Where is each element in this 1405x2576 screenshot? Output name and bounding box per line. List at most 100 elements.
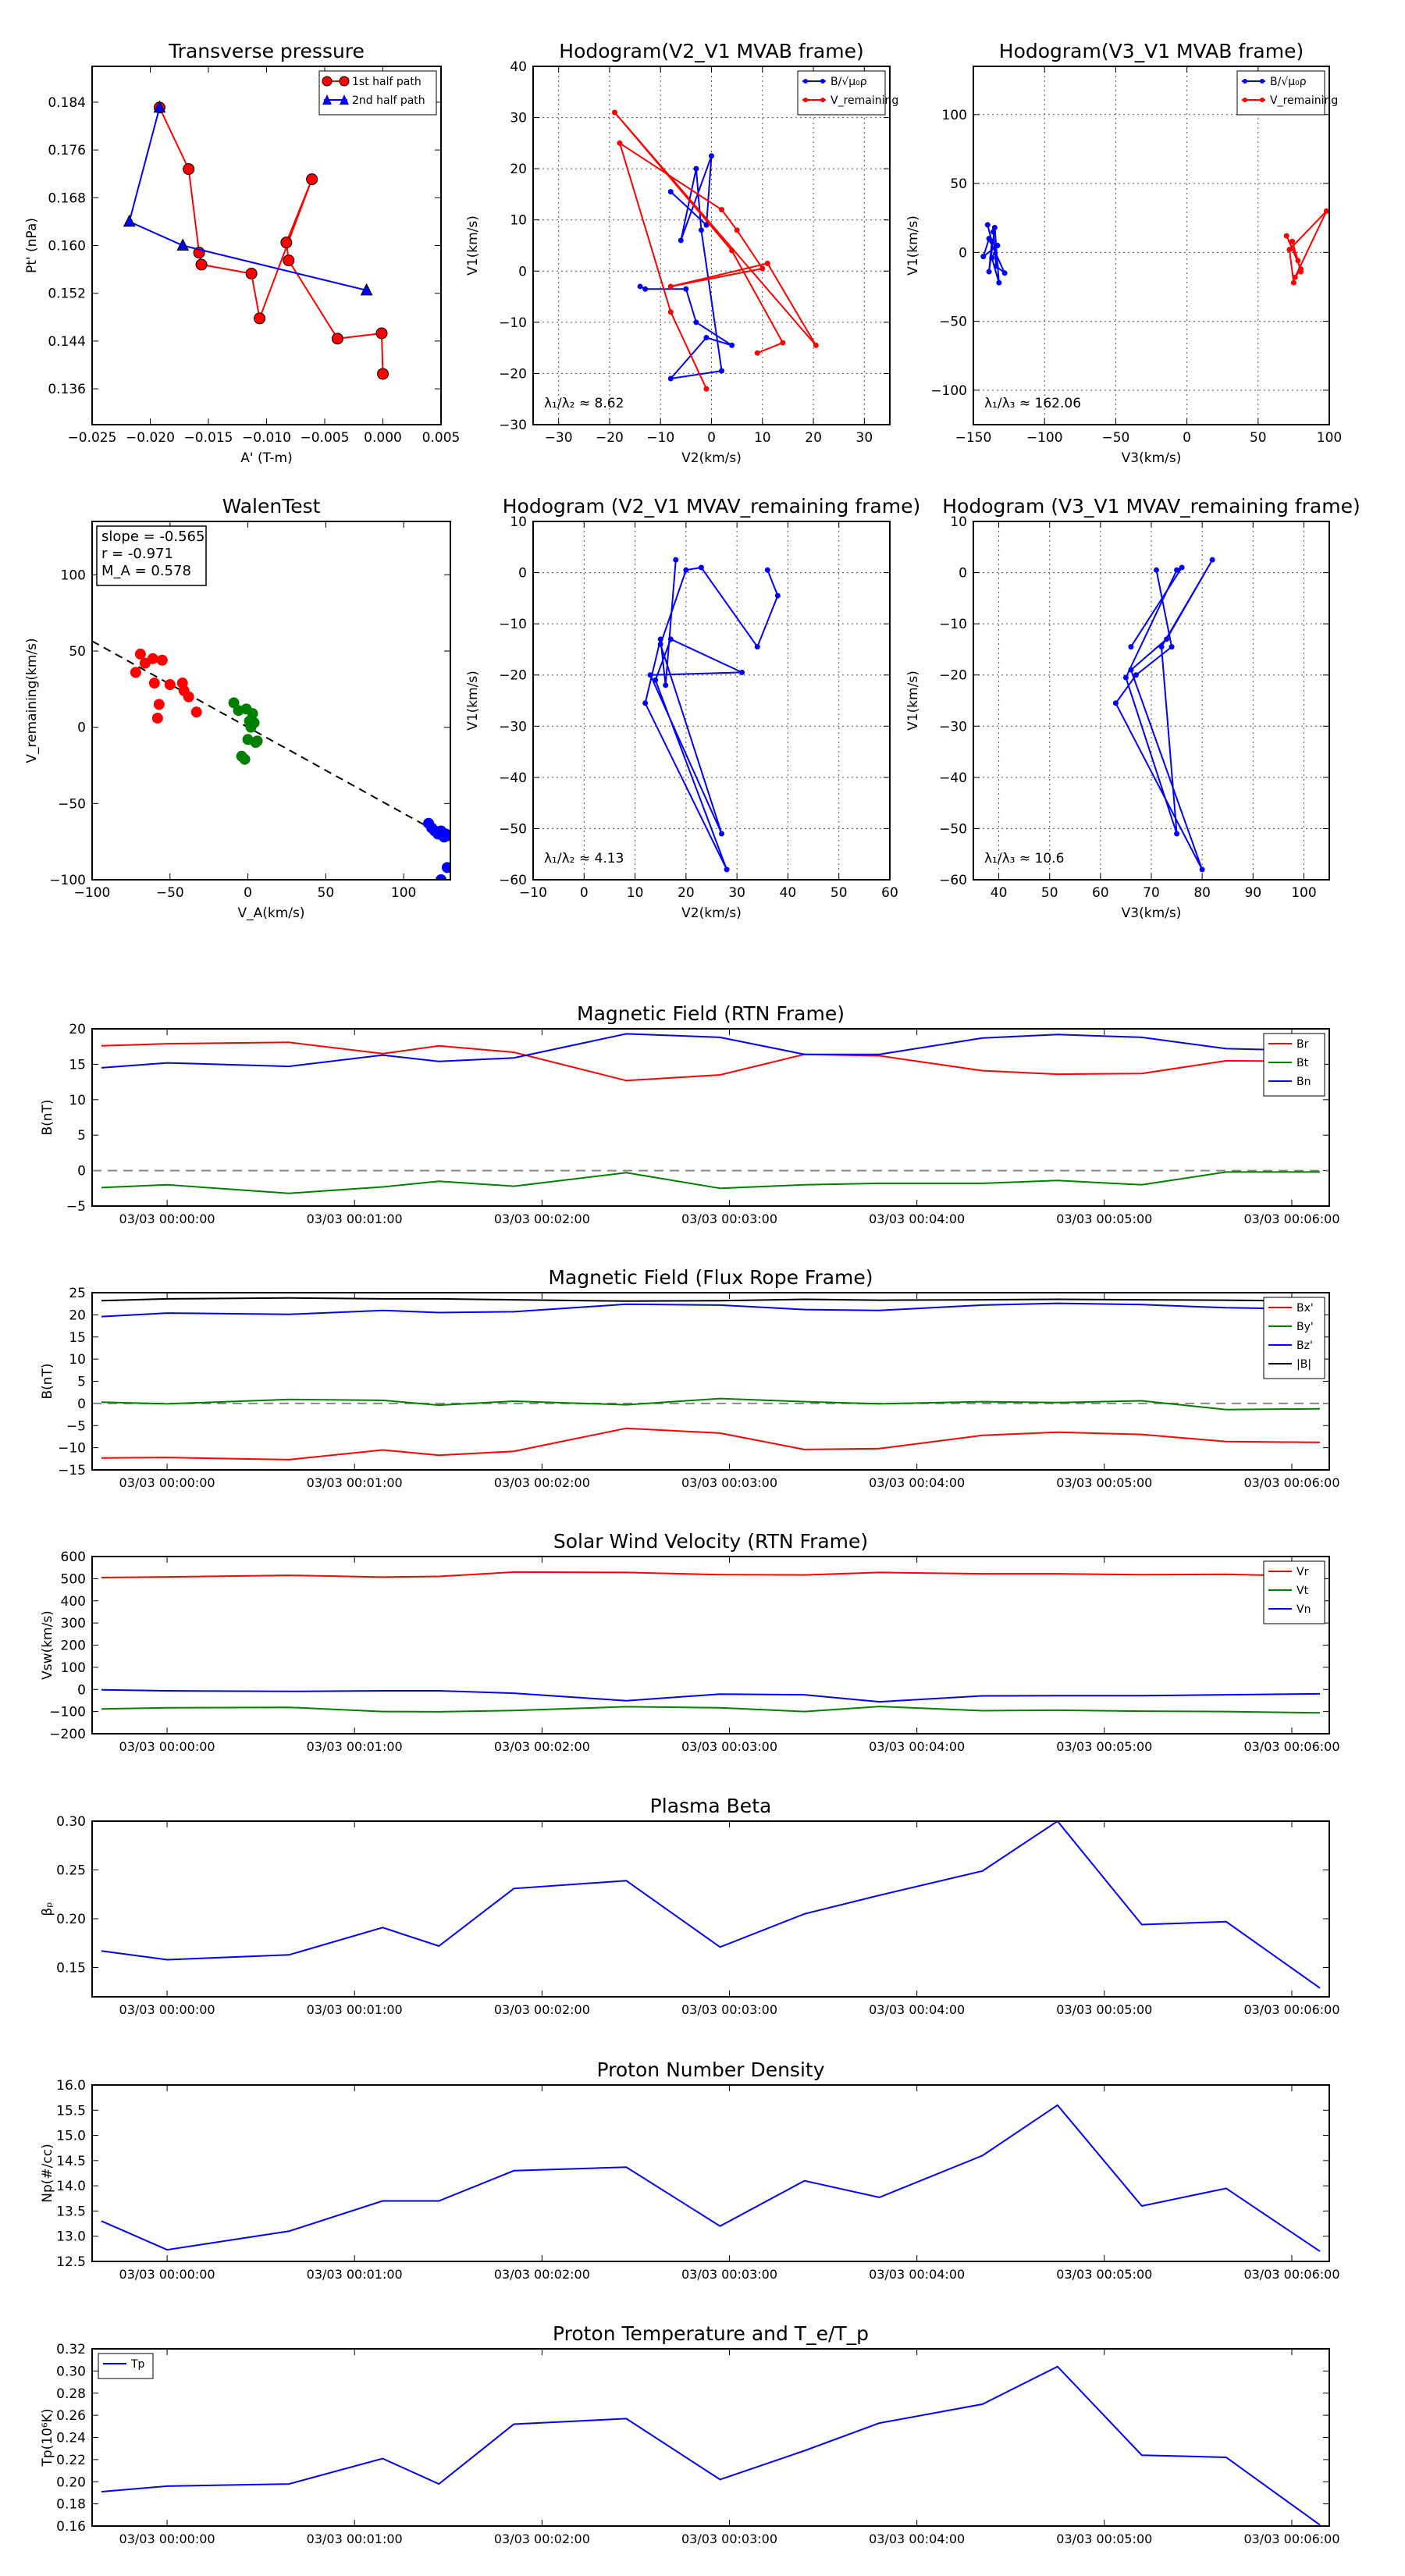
legend-label: V_remaining <box>1270 94 1338 107</box>
y-tick-label: −40 <box>499 770 527 786</box>
series-group-0 <box>101 1821 1321 1989</box>
series-line <box>101 1302 1321 1318</box>
x-tick-label: 03/03 00:05:00 <box>1056 1739 1152 1754</box>
series-line <box>101 1297 1321 1302</box>
series-group-0 <box>642 557 781 873</box>
axes-frame <box>91 2348 1330 2527</box>
legend-marker <box>322 94 332 105</box>
data-point-marker <box>1209 557 1215 563</box>
stats-line: r = -0.971 <box>101 546 173 562</box>
legend: Vr Vt Vn <box>1263 1560 1325 1624</box>
data-point-marker <box>729 342 735 348</box>
data-point-marker <box>1164 636 1170 642</box>
y-tick-label: 10 <box>69 1093 86 1108</box>
data-point-marker <box>780 340 786 346</box>
data-point-marker <box>734 227 740 233</box>
data-point-marker <box>653 677 659 683</box>
x-tick-label: 03/03 00:03:00 <box>681 2532 777 2546</box>
y-tick-label: −60 <box>499 873 527 888</box>
data-point-marker <box>153 699 165 710</box>
series-Tp <box>101 2365 1321 2526</box>
y-tick-label: 25 <box>69 1286 86 1301</box>
legend-label: Bz' <box>1297 1340 1313 1352</box>
x-tick-label: 0.005 <box>422 430 461 446</box>
chart-title: Hodogram (V2_V1 MVAV_remaining frame) <box>503 495 921 518</box>
y-tick-label: 100 <box>61 1660 86 1676</box>
y-tick-label: 0.24 <box>56 2431 86 2446</box>
data-point-marker <box>980 254 987 260</box>
data-point-marker <box>996 279 1002 286</box>
series-line <box>101 1397 1321 1411</box>
y-tick-label: −15 <box>58 1463 86 1478</box>
data-point-marker <box>986 269 992 275</box>
x-axis-label: V_A(km/s) <box>237 906 304 921</box>
x-tick-label: 0.000 <box>364 430 402 446</box>
x-tick-label: 03/03 00:06:00 <box>1243 2002 1339 2017</box>
x-tick-label: 03/03 00:06:00 <box>1243 1475 1339 1490</box>
y-tick-label: 0.144 <box>48 334 86 350</box>
x-tick-label: 03/03 00:05:00 <box>1056 2002 1152 2017</box>
data-point-marker <box>991 229 997 235</box>
stats-box <box>96 525 207 586</box>
y-tick-label: 0.20 <box>56 2475 86 2490</box>
data-point-marker <box>1122 674 1129 681</box>
y-axis-label: Vsw(km/s) <box>40 1610 55 1680</box>
legend-marker <box>820 98 825 102</box>
x-tick-label: −20 <box>596 430 624 446</box>
x-tick-label: −50 <box>1101 430 1129 446</box>
y-tick-label: 0.30 <box>56 2364 86 2379</box>
x-tick-label: 40 <box>780 885 797 901</box>
x-tick-label: 03/03 00:03:00 <box>681 1212 777 1226</box>
data-point-marker <box>994 243 1001 248</box>
series-Bn <box>101 1033 1321 1069</box>
stats-line: M_A = 0.578 <box>101 563 191 579</box>
data-point-marker <box>729 247 735 254</box>
y-tick-label: −100 <box>930 383 967 399</box>
data-point-marker <box>663 682 669 688</box>
data-point-marker <box>754 350 760 356</box>
data-point-marker <box>703 386 710 392</box>
series-group-0 <box>130 648 202 724</box>
legend-marker <box>803 79 808 84</box>
y-tick-label: 0.30 <box>56 1814 86 1830</box>
y-tick-label: −5 <box>66 1199 86 1215</box>
y-tick-label: 15.5 <box>56 2103 86 2119</box>
x-tick-label: 30 <box>856 430 873 446</box>
x-tick-label: 03/03 00:03:00 <box>681 2267 777 2282</box>
y-tick-label: 0.26 <box>56 2408 86 2424</box>
y-tick-label: 0 <box>77 1397 86 1412</box>
data-point-marker <box>1133 672 1139 678</box>
data-point-marker <box>123 214 136 227</box>
x-tick-label: 03/03 00:05:00 <box>1056 2532 1152 2546</box>
legend-label: Bt <box>1297 1057 1309 1069</box>
y-tick-label: 0.160 <box>48 239 86 254</box>
axes-frame <box>91 1820 1330 1998</box>
data-point-marker <box>774 592 781 599</box>
x-tick-label: 03/03 00:02:00 <box>494 1212 590 1226</box>
legend: B/√μ₀ρ V_remaining <box>1236 70 1338 116</box>
y-tick-label: 20 <box>510 162 527 177</box>
data-point-marker <box>283 254 295 267</box>
data-point-marker <box>183 163 195 176</box>
y-tick-label: 5 <box>77 1375 86 1390</box>
series-line <box>639 155 733 380</box>
chart-transverse-pressure: Transverse pressure −0.025 −0.020 −0.015 −0.… <box>24 40 460 466</box>
data-point-marker <box>1168 644 1175 650</box>
x-tick-label: 03/03 00:02:00 <box>494 2002 590 2017</box>
x-tick-label: 03/03 00:05:00 <box>1056 2267 1152 2282</box>
legend-marker <box>340 94 349 105</box>
x-tick-label: −150 <box>955 430 992 446</box>
series-line <box>1115 559 1214 870</box>
y-tick-label: 10 <box>510 213 527 229</box>
x-tick-label: 03/03 00:01:00 <box>307 2532 403 2546</box>
x-tick-label: 40 <box>991 885 1008 901</box>
data-point-marker <box>360 283 373 296</box>
data-point-marker <box>1290 279 1297 286</box>
x-tick-label: 03/03 00:00:00 <box>119 1475 215 1490</box>
data-point-marker <box>724 866 730 873</box>
x-tick-label: 03/03 00:03:00 <box>681 1739 777 1754</box>
x-tick-label: 03/03 00:04:00 <box>869 1212 965 1226</box>
data-point-marker <box>693 165 699 172</box>
y-tick-label: 15 <box>69 1330 86 1346</box>
y-axis-label: B(nT) <box>40 1363 55 1399</box>
